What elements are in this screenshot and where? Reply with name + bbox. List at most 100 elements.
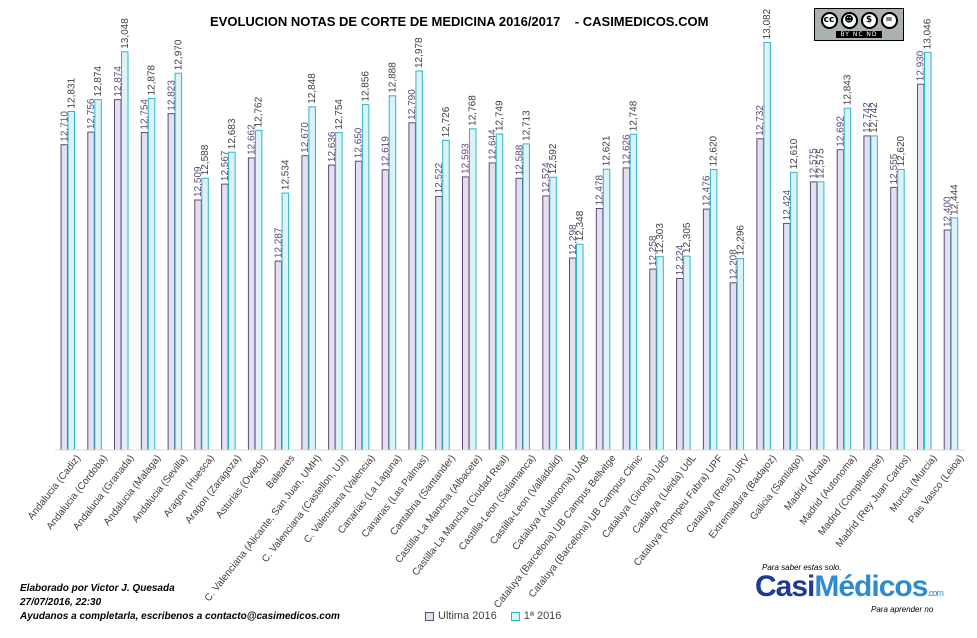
value-label-ultima-21: 12,626 bbox=[621, 134, 632, 165]
value-label-ultima-5: 12,509 bbox=[193, 166, 204, 197]
value-label-ultima-8: 12,287 bbox=[273, 227, 284, 258]
value-label-primera-7: 12,762 bbox=[254, 96, 265, 127]
value-label-primera-22: 12,303 bbox=[655, 223, 666, 254]
bar-primera-17 bbox=[522, 143, 530, 451]
value-label-ultima-1: 12,756 bbox=[86, 98, 97, 129]
credit-date: 27/07/2016, 22:30 bbox=[20, 597, 102, 608]
value-label-primera-31: 12,620 bbox=[896, 135, 907, 166]
bar-ultima-0 bbox=[60, 144, 68, 451]
value-label-primera-15: 12,768 bbox=[468, 95, 479, 126]
casimedicos-logo[interactable]: Para saber estas solo. CasiMédicos.com P… bbox=[755, 560, 955, 620]
bar-ultima-14 bbox=[435, 195, 443, 451]
bar-ultima-24 bbox=[702, 208, 711, 451]
bar-ultima-33 bbox=[943, 229, 952, 451]
bar-ultima-15 bbox=[462, 176, 470, 451]
value-label-ultima-19: 12,298 bbox=[568, 224, 579, 255]
bar-primera-25 bbox=[736, 258, 745, 451]
value-label-primera-29: 12,843 bbox=[842, 74, 853, 105]
value-label-ultima-2: 12,874 bbox=[113, 66, 124, 97]
bar-ultima-27 bbox=[783, 222, 791, 451]
bar-primera-23 bbox=[683, 255, 691, 451]
bar-primera-0 bbox=[67, 111, 75, 451]
bar-ultima-13 bbox=[408, 122, 416, 451]
value-label-primera-9: 12,848 bbox=[307, 73, 318, 104]
value-label-ultima-25: 12,208 bbox=[728, 249, 739, 280]
value-label-primera-18: 12,592 bbox=[548, 143, 559, 174]
value-label-primera-16: 12,749 bbox=[495, 100, 506, 131]
bar-ultima-21 bbox=[622, 167, 631, 451]
value-label-primera-27: 12,610 bbox=[789, 138, 800, 169]
legend-swatch-primera bbox=[510, 611, 520, 621]
value-label-ultima-0: 12,710 bbox=[59, 111, 70, 142]
value-label-ultima-6: 12,567 bbox=[220, 150, 231, 181]
bar-primera-21 bbox=[629, 133, 638, 451]
value-label-primera-12: 12,888 bbox=[387, 62, 398, 93]
value-label-primera-30: 12,742 bbox=[869, 102, 880, 133]
creative-commons-badge[interactable]: cc ☻ $ = BY NC ND bbox=[814, 8, 904, 41]
bar-ultima-30 bbox=[863, 135, 871, 451]
bar-primera-10 bbox=[335, 132, 343, 451]
value-label-primera-20: 12,621 bbox=[602, 135, 613, 166]
bar-primera-4 bbox=[174, 72, 183, 451]
value-label-primera-8: 12,534 bbox=[280, 159, 291, 190]
bar-primera-24 bbox=[709, 169, 718, 451]
nc-icon: $ bbox=[860, 11, 878, 29]
value-label-ultima-24: 12,476 bbox=[702, 175, 713, 206]
license-text: BY NC ND bbox=[836, 30, 882, 38]
logo-name: CasiMédicos.com bbox=[755, 570, 944, 604]
bar-ultima-11 bbox=[354, 160, 363, 451]
bar-ultima-5 bbox=[194, 199, 202, 451]
bar-ultima-7 bbox=[247, 157, 256, 451]
value-label-primera-24: 12,620 bbox=[709, 135, 720, 166]
value-label-ultima-32: 12,930 bbox=[916, 50, 927, 81]
bar-primera-19 bbox=[576, 243, 584, 451]
bar-ultima-28 bbox=[809, 181, 818, 451]
chart-title: EVOLUCION NOTAS DE CORTE DE MEDICINA 201… bbox=[210, 14, 708, 29]
value-label-primera-19: 12,348 bbox=[575, 210, 586, 241]
bar-ultima-29 bbox=[836, 149, 845, 451]
bar-primera-32 bbox=[924, 51, 932, 451]
value-label-primera-5: 12,588 bbox=[200, 144, 211, 175]
bar-primera-7 bbox=[254, 129, 263, 451]
bar-ultima-26 bbox=[756, 138, 764, 451]
logo-suffix: .com bbox=[927, 588, 943, 598]
value-label-ultima-4: 12,823 bbox=[166, 80, 177, 111]
value-label-ultima-27: 12,424 bbox=[782, 189, 793, 220]
bar-primera-20 bbox=[602, 168, 611, 451]
bar-primera-29 bbox=[843, 107, 852, 451]
credit-contact: Ayudanos a completarla, escribenos a con… bbox=[20, 611, 340, 622]
value-label-ultima-11: 12,650 bbox=[354, 127, 365, 158]
chart-legend: Ultima 2016 1ª 2016 bbox=[425, 610, 561, 622]
value-label-ultima-30: 12,742 bbox=[862, 102, 873, 133]
bars-layer bbox=[60, 41, 959, 451]
cc-icon: cc bbox=[820, 11, 838, 29]
value-label-primera-3: 12,878 bbox=[147, 64, 158, 95]
value-label-primera-13: 12,978 bbox=[414, 37, 425, 68]
value-label-ultima-12: 12,619 bbox=[380, 136, 391, 167]
bar-ultima-10 bbox=[328, 164, 336, 451]
bar-ultima-23 bbox=[676, 277, 684, 451]
bar-primera-22 bbox=[656, 256, 664, 451]
bar-primera-26 bbox=[763, 41, 771, 451]
value-label-ultima-33: 12,400 bbox=[943, 196, 954, 227]
legend-item-ultima: Ultima 2016 bbox=[425, 610, 497, 622]
value-label-ultima-22: 12,258 bbox=[648, 235, 659, 266]
legend-item-primera: 1ª 2016 bbox=[510, 610, 561, 622]
bar-ultima-1 bbox=[87, 131, 95, 451]
bar-primera-16 bbox=[495, 133, 504, 451]
bar-primera-6 bbox=[228, 151, 236, 451]
value-label-primera-17: 12,713 bbox=[521, 110, 532, 141]
value-label-ultima-16: 12,644 bbox=[488, 129, 499, 160]
value-label-ultima-10: 12,636 bbox=[327, 131, 338, 162]
bar-primera-3 bbox=[147, 98, 156, 451]
bar-primera-1 bbox=[94, 99, 102, 451]
bar-ultima-17 bbox=[515, 177, 523, 451]
bar-ultima-4 bbox=[167, 113, 176, 451]
value-label-primera-26: 13,082 bbox=[762, 8, 773, 39]
value-label-ultima-23: 12,224 bbox=[675, 244, 686, 275]
value-label-primera-33: 12,444 bbox=[950, 184, 961, 215]
value-label-ultima-17: 12,588 bbox=[514, 144, 525, 175]
value-label-primera-10: 12,754 bbox=[334, 99, 345, 130]
bar-primera-2 bbox=[121, 51, 129, 451]
credit-author: Elaborado por Victor J. Quesada bbox=[20, 583, 175, 594]
